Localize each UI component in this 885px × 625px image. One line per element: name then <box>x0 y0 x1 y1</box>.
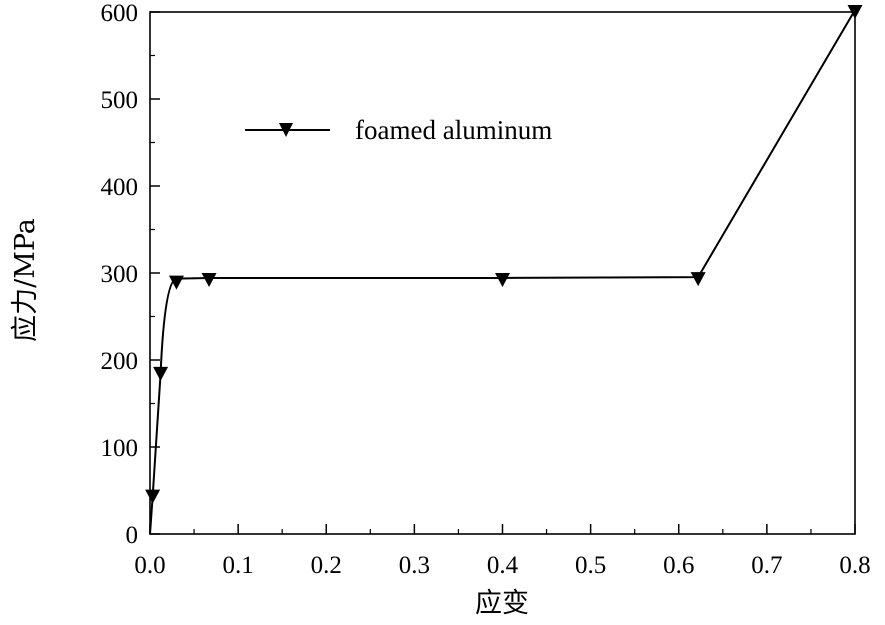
x-axis-title: 应变 <box>475 588 529 619</box>
legend-label: foamed aluminum <box>355 115 552 145</box>
x-tick-label: 0.2 <box>311 552 342 579</box>
x-tick-label: 0.7 <box>751 552 782 579</box>
x-tick-label: 0.0 <box>134 552 165 579</box>
data-point-marker <box>201 272 217 287</box>
y-tick-label: 100 <box>101 435 139 462</box>
data-point-marker <box>153 366 169 381</box>
y-tick-label: 500 <box>101 87 139 114</box>
x-tick-label: 0.5 <box>575 552 606 579</box>
data-point-marker <box>495 272 510 287</box>
ticks-layer <box>149 11 856 535</box>
data-point-marker <box>847 5 863 19</box>
legend: foamed aluminum <box>245 115 552 145</box>
x-tick-label: 0.6 <box>663 552 694 579</box>
x-tick-label: 0.8 <box>839 552 870 579</box>
y-axis-title: 应力/MPa <box>10 218 41 342</box>
y-tick-label: 200 <box>101 348 139 375</box>
data-point-marker <box>145 489 161 504</box>
x-tick-label: 0.1 <box>223 552 254 579</box>
legend-marker-triangle-down <box>279 123 293 137</box>
y-tick-label: 0 <box>126 522 139 549</box>
x-tick-labels: 0.0 0.1 0.2 0.3 0.4 0.5 0.6 0.7 0.8 <box>134 552 870 579</box>
data-point-marker <box>690 272 706 287</box>
y-tick-labels: 0 100 200 300 400 500 600 <box>101 0 139 549</box>
series-line <box>149 9 856 535</box>
y-tick-label: 600 <box>101 0 139 27</box>
series-layer <box>145 5 863 535</box>
data-point-marker <box>168 275 184 290</box>
x-tick-label: 0.3 <box>399 552 430 579</box>
y-tick-label: 300 <box>101 261 139 288</box>
x-tick-label: 0.4 <box>487 552 519 579</box>
y-tick-label: 400 <box>101 174 139 201</box>
